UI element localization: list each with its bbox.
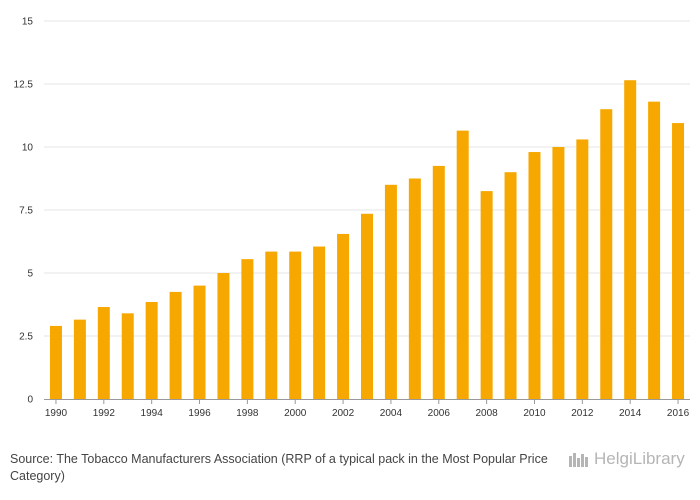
logo-text: HelgiLibrary (594, 449, 685, 468)
bar-2002 (337, 233, 350, 399)
y-axis-tick-labels: 0 2.5 5 7.5 10 12.5 15 (14, 17, 34, 406)
bar-2008 (480, 191, 493, 399)
y-tick-label: 12.5 (14, 80, 34, 91)
x-tick-label: 1994 (141, 408, 164, 419)
bar-1998 (241, 259, 254, 399)
x-tick-label: 2010 (523, 408, 546, 419)
y-tick-label: 7.5 (19, 206, 33, 217)
bar-1992 (97, 307, 110, 399)
bar-2016 (672, 123, 685, 399)
bar-2001 (313, 246, 326, 399)
x-tick-label: 2002 (332, 408, 355, 419)
bars (49, 80, 685, 399)
bar-2015 (648, 101, 661, 399)
helgi-library-logo-icon (569, 453, 588, 467)
y-tick-label: 5 (27, 269, 33, 280)
x-tick-label: 1998 (236, 408, 259, 419)
bar-2009 (504, 172, 517, 399)
source-label: Source: (10, 452, 54, 466)
bar-1995 (169, 291, 182, 399)
bar-2005 (408, 178, 421, 399)
x-tick-label: 2014 (619, 408, 642, 419)
x-tick-label: 2000 (284, 408, 307, 419)
x-tick-label: 2006 (428, 408, 451, 419)
x-axis-tick-labels: 1990 1992 1994 1996 1998 2000 2002 2004 2006 2008… (45, 399, 690, 419)
bar-2003 (361, 213, 373, 399)
bar-1994 (145, 301, 158, 399)
helgi-library-logo: HelgiLibrary (568, 449, 685, 469)
bar-2010 (528, 152, 541, 399)
x-tick-label: 2004 (380, 408, 403, 419)
bar-2014 (624, 80, 637, 399)
bar-chart: 0 2.5 5 7.5 10 12.5 15 1990 1992 1994 1996 1998 200… (14, 17, 690, 419)
source-note: Source: The Tobacco Manufacturers Associ… (10, 451, 550, 485)
bar-1997 (217, 273, 230, 399)
y-tick-label: 2.5 (19, 332, 33, 343)
bar-1993 (121, 313, 134, 399)
bar-1991 (73, 319, 86, 399)
bar-2000 (289, 251, 302, 399)
bar-1996 (193, 285, 206, 399)
bar-2007 (456, 130, 469, 399)
source-text: The Tobacco Manufacturers Association (R… (10, 452, 548, 483)
x-tick-label: 1992 (93, 408, 116, 419)
y-tick-label: 10 (22, 143, 34, 154)
x-tick-label: 2008 (476, 408, 499, 419)
y-tick-label: 0 (27, 395, 33, 406)
x-tick-label: 1990 (45, 408, 68, 419)
x-tick-label: 2016 (667, 408, 690, 419)
bar-2011 (552, 147, 565, 399)
y-tick-label: 15 (22, 17, 34, 28)
bar-1990 (49, 325, 62, 399)
bar-1999 (265, 251, 278, 399)
bar-2006 (432, 165, 445, 399)
x-tick-label: 1996 (188, 408, 211, 419)
bar-2012 (576, 139, 589, 399)
bar-2013 (600, 109, 613, 399)
x-tick-label: 2012 (571, 408, 594, 419)
bar-2004 (384, 184, 397, 399)
